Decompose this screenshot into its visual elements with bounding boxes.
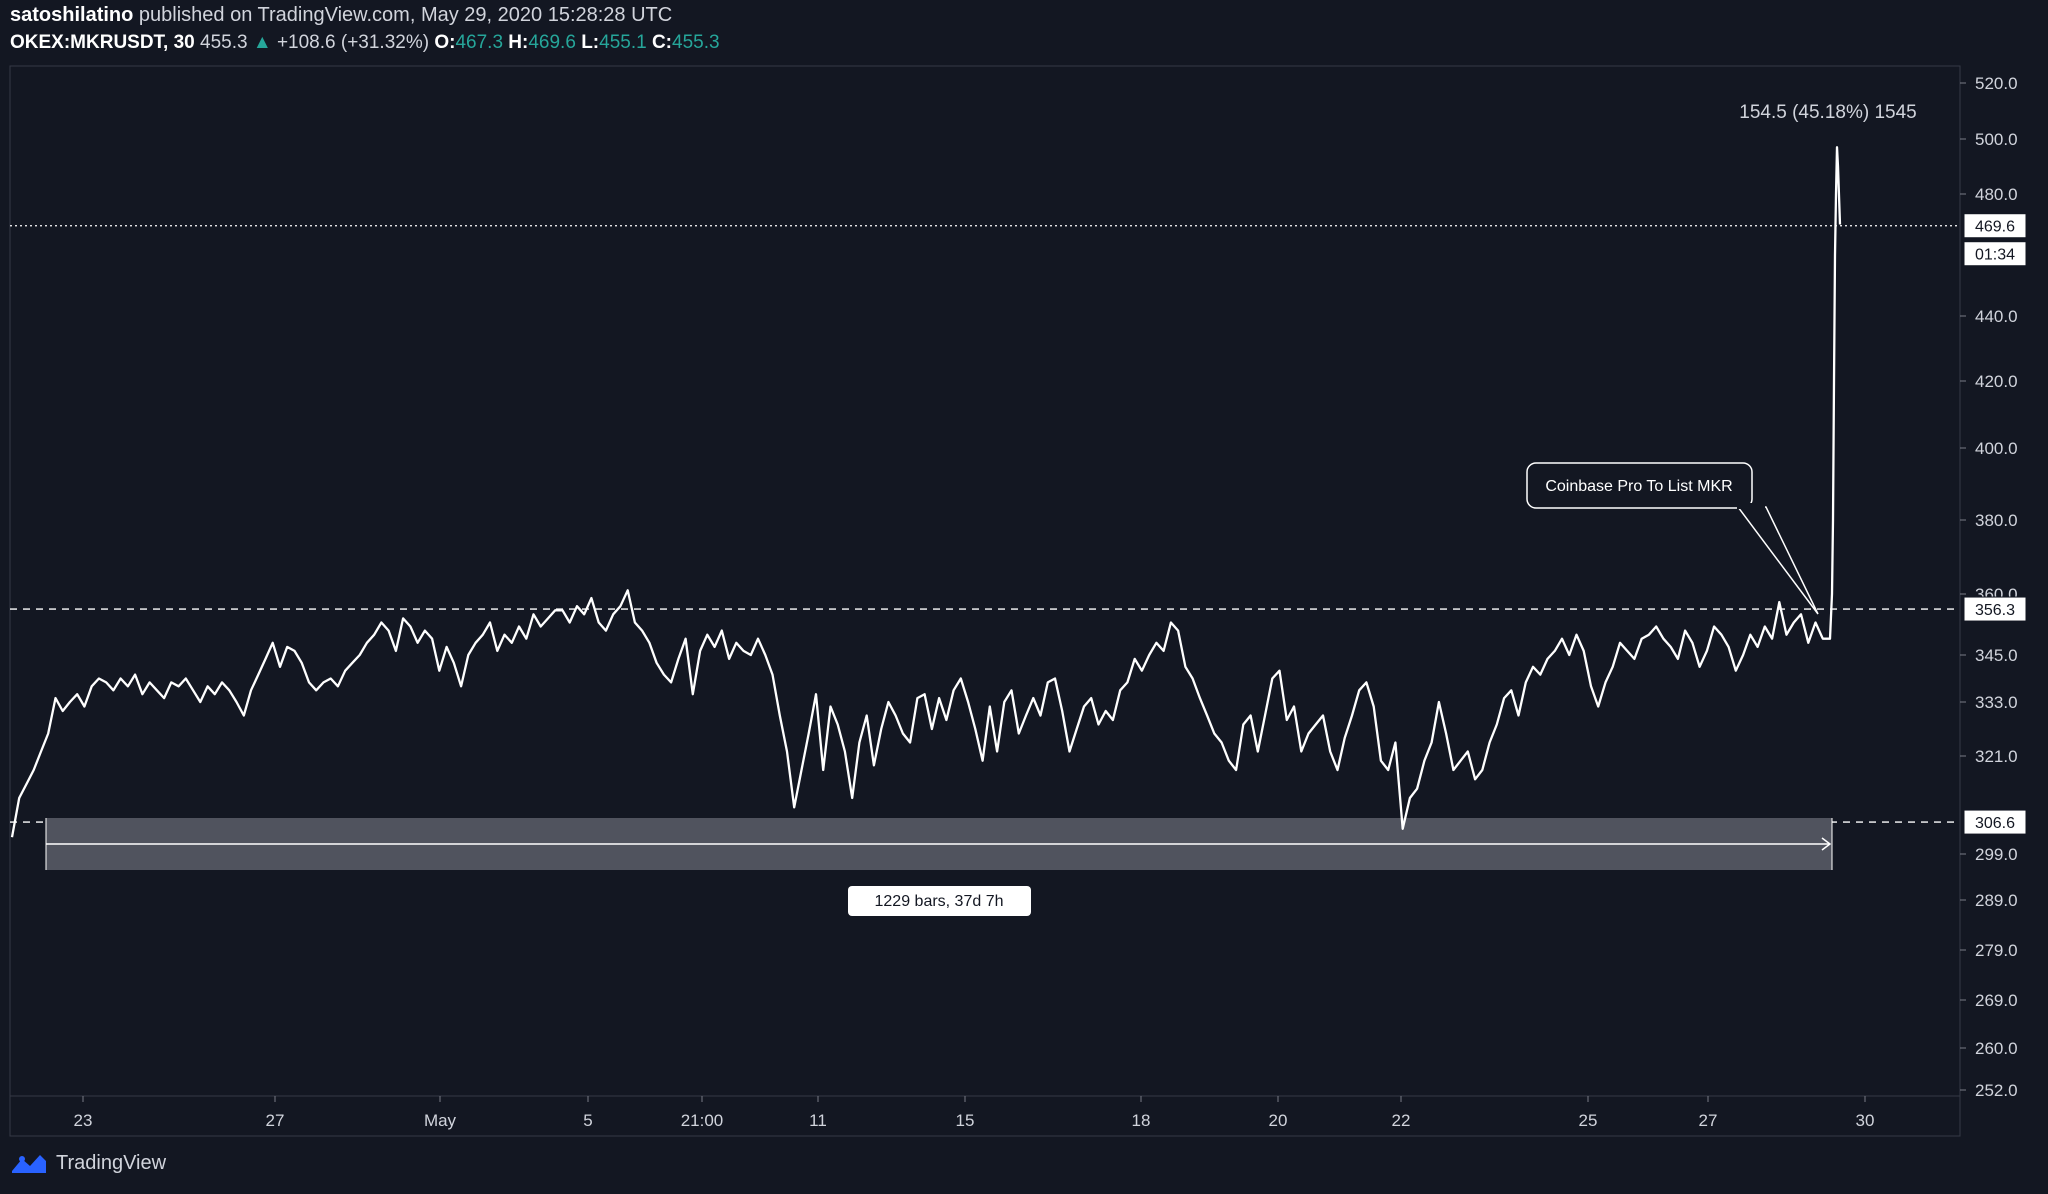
- high-label: H:: [508, 32, 529, 53]
- price-series: [10, 146, 1842, 838]
- y-tick-label: 420.0: [1975, 372, 2018, 391]
- close-label: C:: [651, 32, 673, 53]
- x-tick-label: 27: [266, 1111, 285, 1130]
- range-label-bg: [848, 886, 1031, 916]
- low-label: L:: [581, 32, 600, 53]
- high-value: 469.6: [528, 32, 576, 53]
- price-label-bg: [1963, 213, 2027, 239]
- x-tick-label: 30: [1856, 1111, 1875, 1130]
- x-tick-label: 20: [1269, 1111, 1288, 1130]
- x-tick-label: 22: [1392, 1111, 1411, 1130]
- y-tick-label: 345.0: [1975, 646, 2018, 665]
- published-text: published on TradingView.com, May 29, 20…: [138, 4, 673, 26]
- price-label: 356.3: [1975, 602, 2015, 619]
- y-tick-label: 279.0: [1975, 941, 2018, 960]
- ohlc-legend: OKEX:MKRUSDT, 30 455.3 ▲ +108.6 (+31.32%…: [10, 32, 720, 54]
- price-label: 469.6: [1975, 219, 2015, 236]
- x-tick-label: 5: [583, 1111, 592, 1130]
- range-label: 1229 bars, 37d 7h: [875, 893, 1004, 910]
- x-tick-label: 23: [74, 1111, 93, 1130]
- price-axis-ticks: 520.0500.0480.0440.0420.0400.0380.0360.0…: [1960, 74, 2018, 1100]
- callout-text: Coinbase Pro To List MKR: [1545, 478, 1732, 495]
- up-triangle-icon: ▲: [252, 32, 272, 53]
- y-tick-label: 380.0: [1975, 511, 2018, 530]
- y-tick-label: 440.0: [1975, 307, 2018, 326]
- price-label-bg: [1963, 241, 2027, 267]
- symbol-label[interactable]: OKEX:MKRUSDT, 30: [10, 32, 195, 53]
- open-value: 467.3: [455, 32, 504, 53]
- price-line: [10, 146, 1842, 838]
- measure-label: 154.5 (45.18%) 1545: [1739, 102, 1916, 123]
- author-name[interactable]: satoshilatino: [10, 4, 134, 26]
- price-label-bg: [1963, 809, 2027, 835]
- price-label: 306.6: [1975, 815, 2015, 832]
- y-tick-label: 400.0: [1975, 439, 2018, 458]
- callout-annotation[interactable]: Coinbase Pro To List MKR: [1526, 462, 1819, 615]
- x-tick-label: 15: [956, 1111, 975, 1130]
- x-tick-label: 27: [1699, 1111, 1718, 1130]
- price-label-bg: [1963, 596, 2027, 622]
- x-tick-label: May: [424, 1111, 457, 1130]
- callout-box: [1526, 462, 1753, 509]
- plot-frame: [9, 65, 1961, 1137]
- close-value: 455.3: [672, 32, 720, 53]
- time-axis-ticks: 23 27 May 5 21:00 11 15 18 20 22 25 27 30: [74, 1096, 1875, 1130]
- y-tick-label: 269.0: [1975, 991, 2018, 1010]
- price-axis-labels: 469.6 01:34 356.3 306.6: [1963, 213, 2027, 835]
- horizontal-lines: [10, 225, 1960, 823]
- y-tick-label: 500.0: [1975, 130, 2018, 149]
- price-change: +108.6 (+31.32%): [276, 32, 430, 53]
- y-tick-label: 480.0: [1975, 185, 2018, 204]
- y-tick-label: 252.0: [1975, 1081, 2018, 1100]
- y-tick-label: 260.0: [1975, 1039, 2018, 1058]
- y-tick-label: 333.0: [1975, 693, 2018, 712]
- x-tick-label: 25: [1579, 1111, 1598, 1130]
- range-label-box: 1229 bars, 37d 7h: [848, 886, 1031, 916]
- footer-brand[interactable]: TradingView: [10, 1151, 166, 1175]
- callout-joint: [1737, 503, 1765, 509]
- y-tick-label: 321.0: [1975, 747, 2018, 766]
- x-tick-label: 21:00: [681, 1111, 724, 1130]
- price-label: 01:34: [1975, 247, 2015, 264]
- brand-name: TradingView: [56, 1151, 167, 1174]
- arrow-head-icon: [1821, 837, 1832, 851]
- x-tick-label: 11: [809, 1111, 827, 1130]
- tradingview-logo-icon: [12, 1155, 46, 1173]
- publish-info: satoshilatino published on TradingView.c…: [10, 4, 672, 27]
- last-price: 455.3: [200, 32, 248, 53]
- y-tick-label: 520.0: [1975, 74, 2018, 93]
- y-tick-label: 299.0: [1975, 845, 2018, 864]
- callout-pointer: [1736, 506, 1819, 615]
- y-tick-label: 289.0: [1975, 891, 2018, 910]
- open-label: O:: [434, 32, 456, 53]
- low-value: 455.1: [599, 32, 647, 53]
- x-tick-label: 18: [1132, 1111, 1151, 1130]
